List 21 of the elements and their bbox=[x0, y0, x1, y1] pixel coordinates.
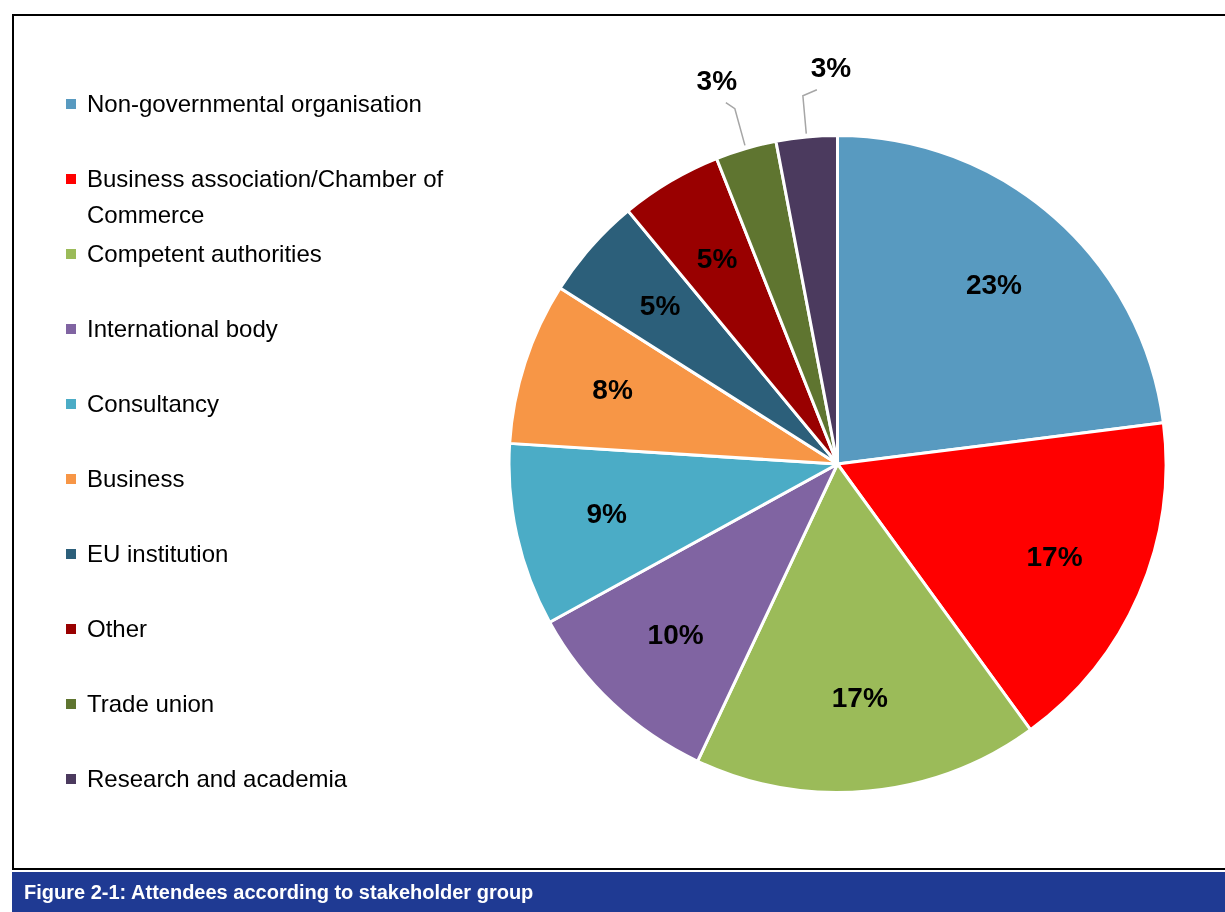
data-label: 17% bbox=[1026, 540, 1083, 572]
data-label: 5% bbox=[639, 290, 681, 322]
legend-label: Business association/Chamber of Commerce bbox=[86, 164, 445, 230]
legend-label: Trade union bbox=[86, 689, 215, 719]
data-label: 17% bbox=[831, 682, 888, 714]
data-label: 23% bbox=[965, 269, 1023, 301]
legend-label: Business bbox=[86, 464, 185, 494]
data-label: 5% bbox=[696, 243, 738, 275]
legend-label: Competent authorities bbox=[86, 239, 322, 269]
data-label: 3% bbox=[810, 52, 852, 84]
data-label: 9% bbox=[586, 498, 628, 530]
data-label: 8% bbox=[592, 373, 633, 405]
legend-label: Consultancy bbox=[86, 389, 220, 419]
text: Figure 2-1: Attendees according to stakeholder group bbox=[12, 872, 1225, 912]
legend-label: Other bbox=[86, 614, 148, 644]
data-label: 3% bbox=[696, 65, 738, 97]
legend-label: International body bbox=[86, 314, 278, 344]
legend-label: Research and academia bbox=[86, 764, 348, 794]
data-label: 10% bbox=[647, 619, 704, 651]
legend-label: EU institution bbox=[86, 539, 229, 569]
legend-label: Non-governmental organisation bbox=[86, 89, 422, 119]
